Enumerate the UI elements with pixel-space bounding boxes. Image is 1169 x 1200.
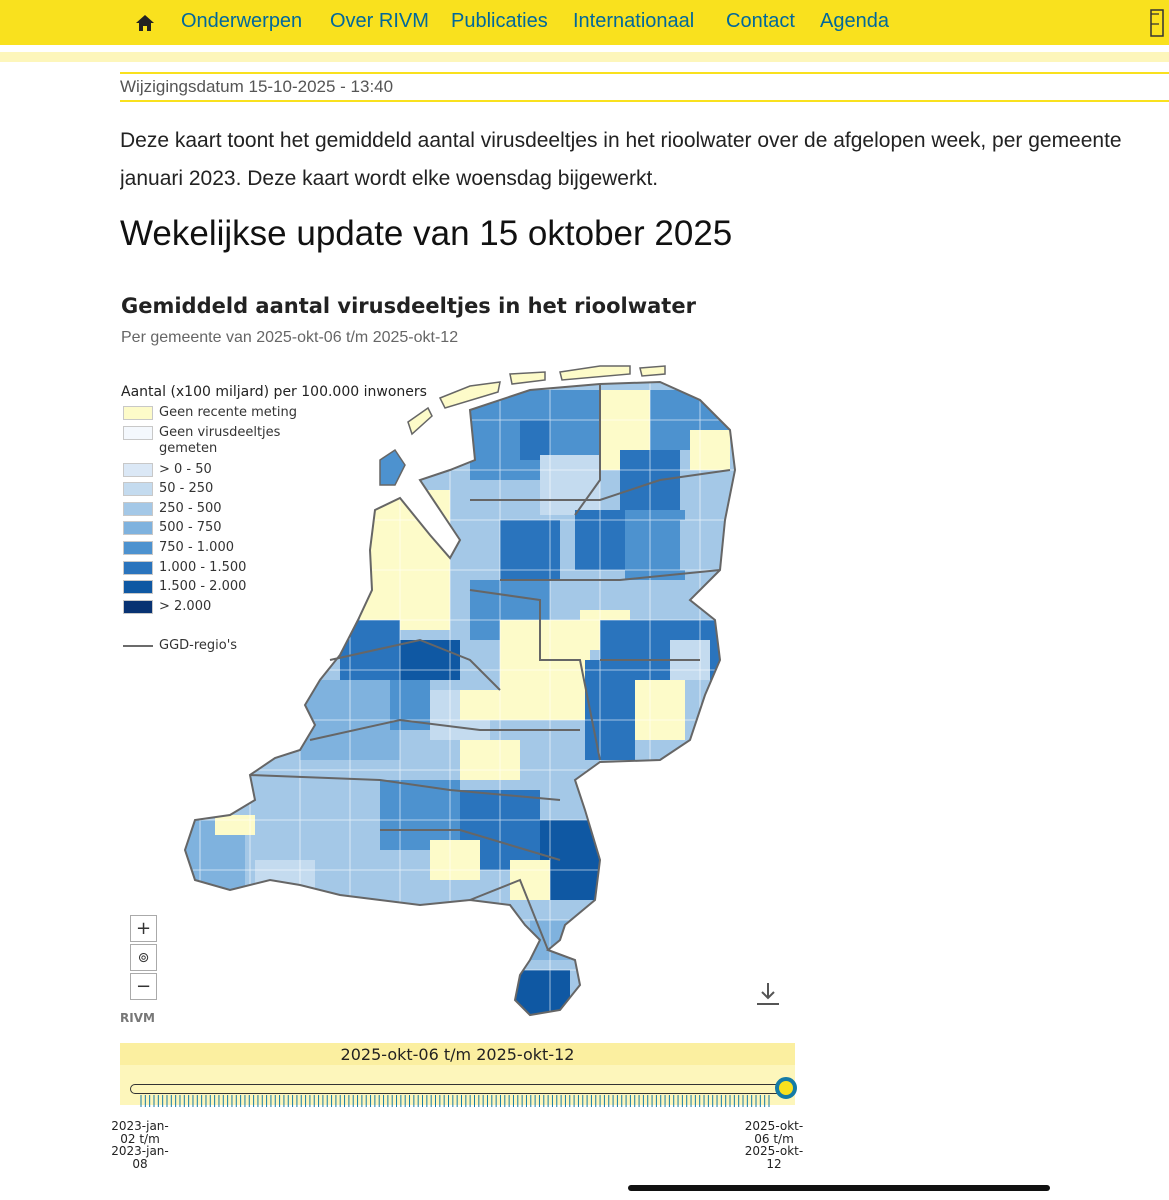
slider-ticks [140, 1095, 770, 1107]
slider-end-label: 2025-okt- 06 t/m 2025-okt- 12 [739, 1120, 809, 1170]
legend-swatch [123, 521, 153, 536]
legend-swatch [123, 462, 153, 477]
legend-swatch [123, 560, 153, 575]
legend-label: 250 - 500 [159, 500, 222, 516]
nav-agenda[interactable]: Agenda [820, 10, 889, 32]
legend-item: > 0 - 50 [121, 460, 461, 480]
legend-item: > 2.000 [121, 597, 461, 617]
slider-start-line: 08 [132, 1156, 148, 1171]
nav-publicaties[interactable]: Publicaties [451, 10, 548, 32]
legend-swatch [123, 501, 153, 516]
home-icon[interactable] [134, 12, 156, 34]
legend-label: > 2.000 [159, 598, 212, 614]
slider-end-line: 06 t/m [754, 1131, 794, 1146]
legend-swatch [123, 599, 153, 614]
legend-ggd-regions: GGD-regio's [121, 636, 461, 656]
nav-contact[interactable]: Contact [726, 10, 795, 32]
legend-label: > 0 - 50 [159, 461, 212, 477]
modification-date: Wijzigingsdatum 15-10-2025 - 13:40 [120, 72, 1169, 102]
legend-item: 50 - 250 [121, 479, 461, 499]
legend-item: 1.500 - 2.000 [121, 577, 461, 597]
legend-swatch [123, 540, 153, 555]
intro-line-1: Deze kaart toont het gemiddeld aantal vi… [120, 129, 1122, 152]
wadden-islands [379, 365, 666, 486]
intro-paragraph: Deze kaart toont het gemiddeld aantal vi… [120, 122, 1169, 198]
legend-label: GGD-regio's [159, 638, 238, 654]
legend-label: Geen recente meting [159, 405, 297, 420]
legend-label: 500 - 750 [159, 520, 222, 536]
time-slider: 2025-okt-06 t/m 2025-okt-12 [120, 1043, 797, 1107]
download-icon[interactable] [754, 980, 782, 1008]
slider-start-line: 2023-jan- [111, 1144, 169, 1158]
zoom-out-button[interactable]: − [130, 973, 157, 1000]
legend-item: 1.000 - 1.500 [121, 558, 461, 578]
legend-swatch [123, 580, 153, 595]
zoom-in-button[interactable]: + [130, 915, 157, 942]
legend-label: Geen virusdeeltjes gemeten [159, 424, 281, 456]
nav-over-rivm[interactable]: Over RIVM [330, 10, 429, 32]
slider-start-line: 02 t/m [120, 1131, 160, 1146]
slider-end-line: 2025-okt- [744, 1119, 804, 1133]
page-title: Wekelijkse update van 15 oktober 2025 [120, 214, 733, 253]
slider-start-label: 2023-jan- 02 t/m 2023-jan- 08 [105, 1120, 175, 1170]
menu-corner-icon[interactable] [1139, 0, 1169, 45]
legend-item: Geen virusdeeltjes gemeten [121, 423, 461, 460]
legend-label: 750 - 1.000 [159, 539, 234, 555]
legend-swatch [123, 482, 153, 497]
ggd-region-borders [249, 384, 731, 951]
legend-label: 1.000 - 1.500 [159, 559, 247, 575]
legend-swatch-no-recent [123, 406, 153, 420]
slider-track[interactable] [130, 1084, 786, 1094]
nav-onderwerpen[interactable]: Onderwerpen [181, 10, 303, 32]
map-subtitle: Per gemeente van 2025-okt-06 t/m 2025-ok… [121, 329, 459, 346]
nav-sub-strip [0, 52, 1169, 62]
country-outline [183, 380, 737, 1017]
legend-swatch-none-measured [123, 425, 153, 440]
page-scrollbar[interactable] [628, 1185, 1050, 1191]
map-title: Gemiddeld aantal virusdeeltjes in het ri… [121, 294, 696, 318]
legend-line-swatch [123, 645, 153, 648]
legend-item: 750 - 1.000 [121, 538, 461, 558]
zoom-controls: + ⊚ − [130, 915, 157, 1002]
legend-label: 50 - 250 [159, 481, 214, 497]
slider-start-line: 2023-jan- [111, 1119, 169, 1133]
map-source: RIVM [120, 1011, 155, 1025]
slider-handle[interactable] [775, 1077, 797, 1099]
map-legend: Aantal (x100 miljard) per 100.000 inwone… [121, 384, 461, 656]
zoom-reset-button[interactable]: ⊚ [130, 944, 157, 971]
top-navigation: Onderwerpen Over RIVM Publicaties Intern… [0, 0, 1169, 45]
legend-item: 500 - 750 [121, 518, 461, 538]
slider-end-line: 12 [766, 1156, 782, 1171]
legend-item: Geen recente meting [121, 403, 461, 423]
selected-period: 2025-okt-06 t/m 2025-okt-12 [340, 1045, 575, 1064]
legend-item: 250 - 500 [121, 499, 461, 519]
time-slider-header [120, 1043, 795, 1065]
slider-end-line: 2025-okt- [744, 1144, 804, 1158]
legend-title: Aantal (x100 miljard) per 100.000 inwone… [121, 384, 427, 400]
nav-internationaal[interactable]: Internationaal [573, 10, 695, 32]
intro-line-2: januari 2023. Deze kaart wordt elke woen… [120, 167, 659, 190]
legend-label: 1.500 - 2.000 [159, 579, 247, 595]
netherlands-choropleth-map[interactable] [0, 360, 800, 1040]
